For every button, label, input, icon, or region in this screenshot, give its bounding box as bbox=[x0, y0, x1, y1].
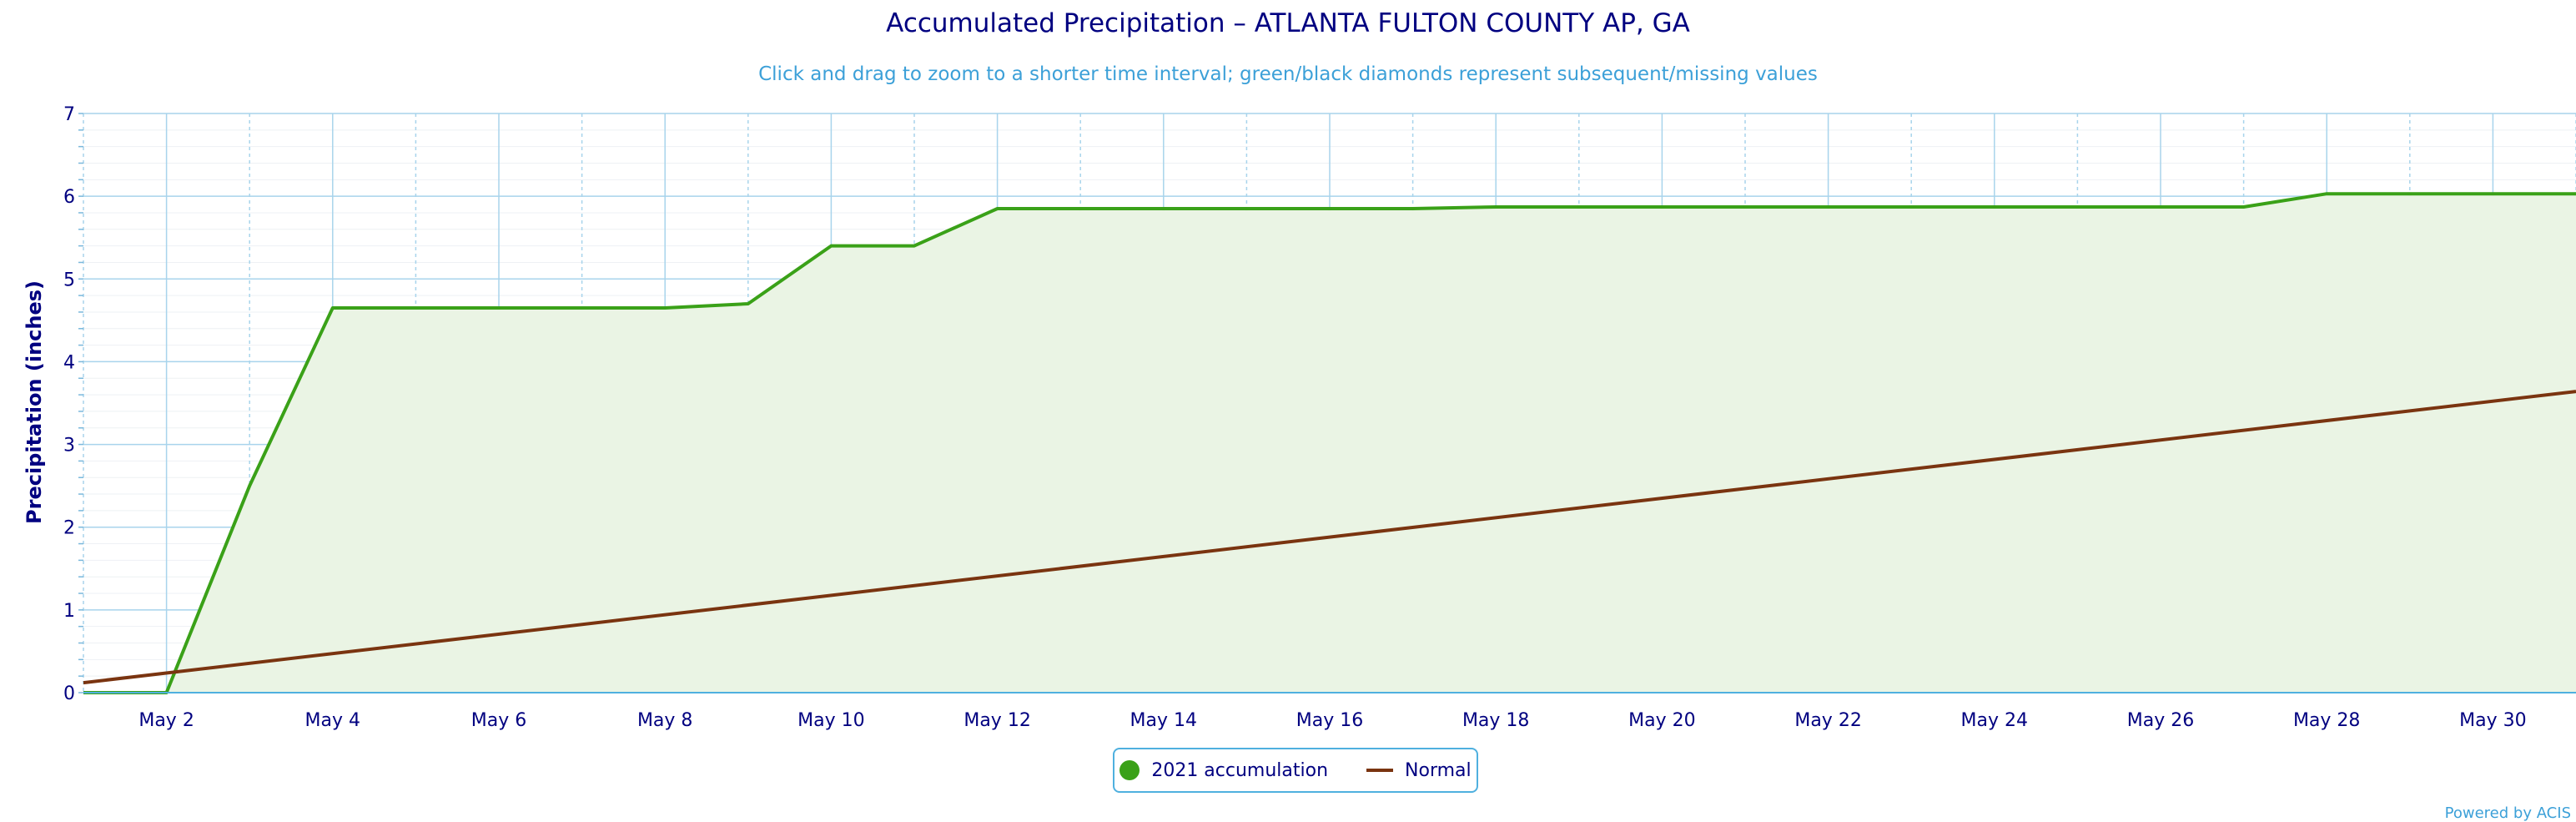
y-tick-label: 0 bbox=[63, 683, 75, 704]
data-point-1-0 bbox=[81, 680, 86, 685]
legend-dot-icon bbox=[1119, 760, 1140, 780]
legend-item-normal[interactable]: Normal bbox=[1366, 760, 1472, 781]
x-tick-label: May 16 bbox=[1296, 710, 1363, 731]
x-tick-label: May 6 bbox=[471, 710, 526, 731]
data-point-0-22 bbox=[1909, 204, 1914, 209]
data-point-0-18 bbox=[1577, 204, 1582, 209]
y-axis-title: Precipitation (inches) bbox=[23, 280, 46, 524]
data-point-0-6 bbox=[580, 305, 585, 310]
chart-subtitle: Click and drag to zoom to a shorter time… bbox=[758, 63, 1818, 85]
data-point-0-10 bbox=[912, 244, 917, 249]
legend-line-icon bbox=[1366, 769, 1394, 772]
data-point-0-29 bbox=[2490, 191, 2495, 196]
data-point-0-21 bbox=[1826, 204, 1831, 209]
credits-link[interactable]: Powered by ACIS bbox=[2444, 804, 2571, 822]
data-point-0-20 bbox=[1743, 204, 1748, 209]
y-tick-label: 2 bbox=[63, 518, 75, 539]
x-tick-label: May 4 bbox=[305, 710, 360, 731]
data-point-0-3 bbox=[330, 305, 335, 310]
x-tick-label: May 2 bbox=[138, 710, 194, 731]
data-point-0-7 bbox=[662, 305, 667, 310]
data-point-0-8 bbox=[746, 301, 751, 306]
series-line-0 bbox=[83, 192, 2576, 694]
data-point-0-17 bbox=[1493, 204, 1498, 209]
series-line-1 bbox=[83, 390, 2576, 685]
y-tick-label: 6 bbox=[63, 187, 75, 208]
x-tick-label: May 10 bbox=[797, 710, 864, 731]
x-tick-label: May 12 bbox=[963, 710, 1030, 731]
legend-label-accumulation: 2021 accumulation bbox=[1151, 759, 1329, 781]
x-tick-label: May 18 bbox=[1462, 710, 1529, 731]
data-point-0-12 bbox=[1078, 206, 1083, 211]
y-tick-label: 5 bbox=[63, 270, 75, 290]
data-point-0-14 bbox=[1244, 206, 1249, 211]
data-point-0-25 bbox=[2158, 204, 2163, 209]
y-tick-label: 1 bbox=[63, 601, 75, 622]
data-point-0-2 bbox=[247, 483, 252, 488]
x-tick-label: May 24 bbox=[1961, 710, 2028, 731]
x-tick-label: May 8 bbox=[637, 710, 692, 731]
data-point-0-15 bbox=[1327, 206, 1332, 211]
x-tick-label: May 26 bbox=[2127, 710, 2194, 731]
data-point-0-28 bbox=[2407, 191, 2412, 196]
data-point-0-19 bbox=[1659, 204, 1664, 209]
data-point-0-27 bbox=[2324, 191, 2329, 196]
y-tick-label: 7 bbox=[63, 104, 75, 125]
data-point-0-5 bbox=[496, 305, 501, 310]
chart-title: Accumulated Precipitation – ATLANTA FULT… bbox=[886, 8, 1690, 38]
data-point-0-4 bbox=[413, 305, 418, 310]
y-tick-label: 3 bbox=[63, 436, 75, 456]
data-point-0-16 bbox=[1411, 206, 1416, 211]
legend-item-accumulation[interactable]: 2021 accumulation bbox=[1119, 760, 1328, 781]
legend-label-normal: Normal bbox=[1405, 759, 1472, 781]
data-point-0-24 bbox=[2075, 204, 2080, 209]
y-tick-label: 4 bbox=[63, 352, 75, 373]
x-tick-label: May 20 bbox=[1628, 710, 1695, 731]
x-tick-label: May 28 bbox=[2293, 710, 2360, 731]
x-tick-label: May 30 bbox=[2459, 710, 2526, 731]
x-tick-label: May 22 bbox=[1794, 710, 1861, 731]
data-point-0-11 bbox=[995, 206, 1000, 211]
x-tick-label: May 14 bbox=[1130, 710, 1197, 731]
legend: 2021 accumulation Normal bbox=[1113, 748, 1478, 793]
data-point-0-23 bbox=[1992, 204, 1997, 209]
data-point-0-13 bbox=[1161, 206, 1166, 211]
series-area-fill-0 bbox=[83, 194, 2576, 693]
data-point-0-26 bbox=[2241, 204, 2246, 209]
data-point-0-9 bbox=[828, 244, 833, 249]
